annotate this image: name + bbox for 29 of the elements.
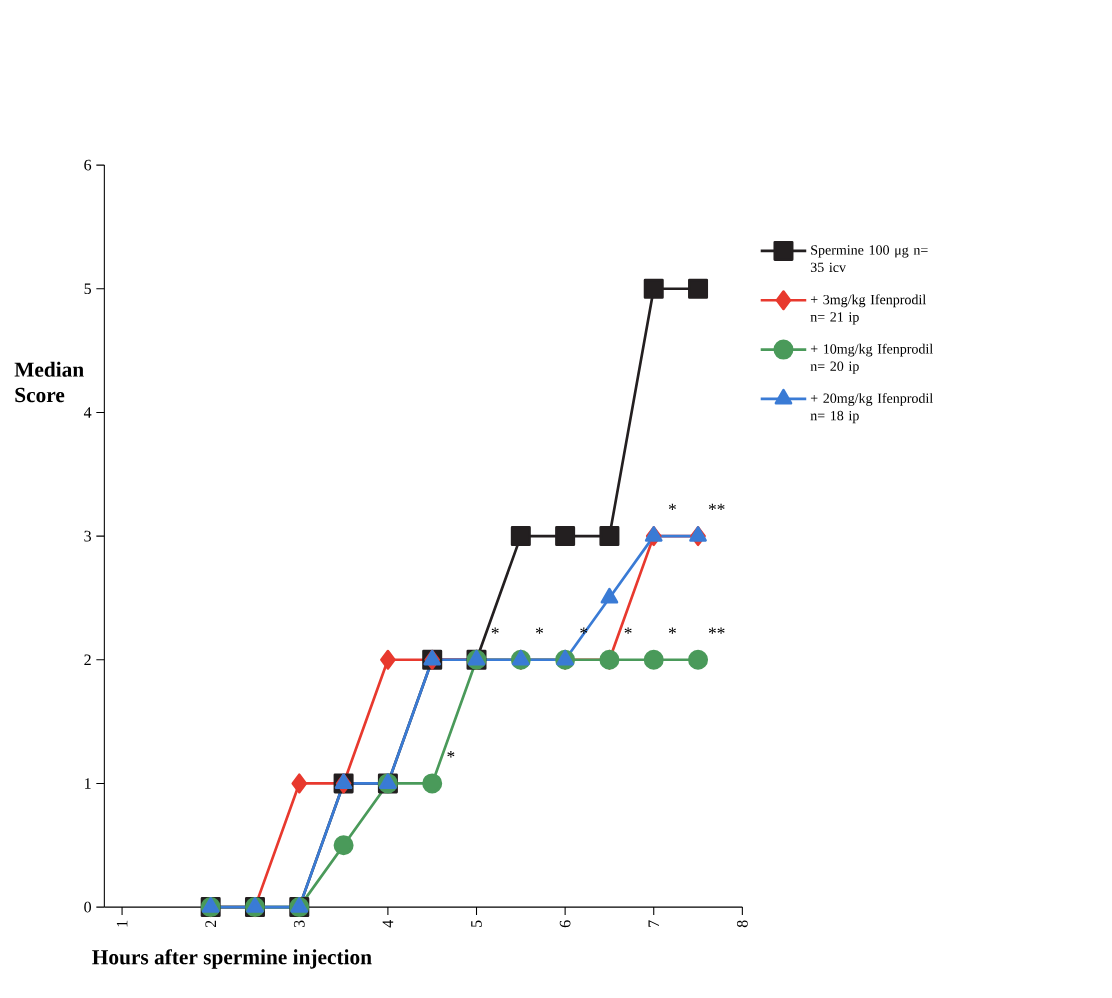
annotation: * [668,627,676,634]
legend-label: Spermine 100 μg n= 35 icv [810,245,928,273]
y-tick-label: 4 [83,407,92,418]
x-tick-label: 7 [648,920,659,927]
y-axis-title: Median Score [14,361,84,403]
x-tick-label: 8 [736,920,748,928]
x-tick-label: 3 [293,920,305,928]
annotation: ** [708,503,725,511]
annotation: * [624,627,632,634]
y-tick-label: 6 [84,159,92,171]
legend-label: + 10mg/kg Ifenprodil n= 20 ip [810,343,933,374]
x-axis-title: Hours after spermine injection [92,949,372,969]
y-tick-label: 5 [84,283,92,295]
x-tick-label: 6 [559,920,571,928]
legend-label: + 3mg/kg Ifenprodil n= 21 ip [810,294,926,325]
annotation: * [535,627,543,634]
y-tick-label: 0 [84,901,92,913]
x-tick-label: 2 [205,920,216,928]
annotation: * [447,751,455,758]
y-tick-label: 1 [85,778,91,789]
x-tick-label: 5 [471,920,482,927]
x-tick-label: 4 [382,920,394,928]
legend-label: + 20mg/kg Ifenprodil n= 18 ip [810,392,933,424]
annotation: * [491,627,499,634]
y-tick-label: 2 [84,654,91,666]
annotation: * [668,503,676,511]
annotation: ** [708,627,725,634]
x-tick-label: 1 [116,920,128,927]
y-tick-label: 3 [84,530,92,542]
